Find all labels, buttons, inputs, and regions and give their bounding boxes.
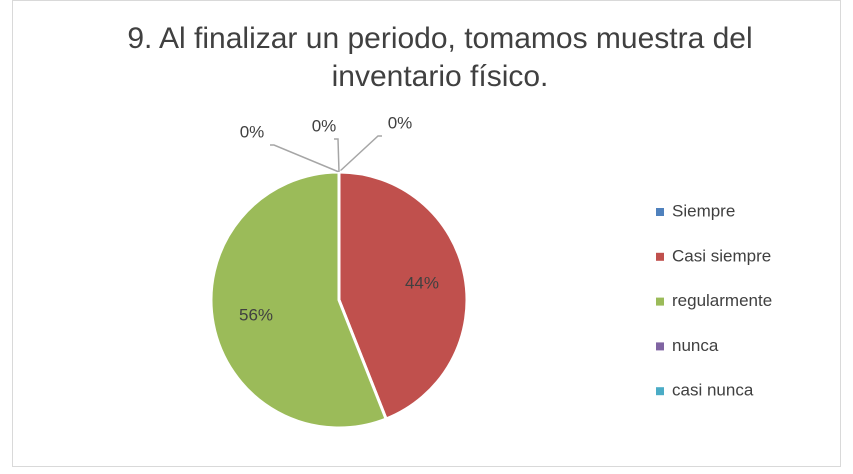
legend-marker (656, 342, 664, 351)
legend-label: Casi siempre (672, 246, 771, 265)
legend-label: casi nunca (672, 381, 754, 400)
data-label: 44% (405, 274, 439, 293)
legend-marker (656, 387, 664, 396)
legend-marker (656, 208, 664, 216)
data-label: 0% (312, 116, 337, 135)
legend-label: regularmente (672, 291, 772, 310)
legend-label: Siempre (672, 201, 735, 220)
legend-marker (656, 297, 664, 306)
legend-label: nunca (672, 336, 719, 355)
data-label: 0% (240, 122, 265, 141)
chart-title: 9. Al finalizar un periodo, tomamos mues… (127, 22, 753, 93)
data-label: 0% (388, 113, 413, 132)
leader-line (338, 135, 382, 173)
leader-line (334, 138, 340, 173)
pie-slice (337, 170, 469, 421)
leader-line (270, 144, 340, 173)
legend-marker (656, 252, 664, 261)
pie-slice (209, 170, 389, 430)
data-label: 56% (239, 305, 273, 324)
